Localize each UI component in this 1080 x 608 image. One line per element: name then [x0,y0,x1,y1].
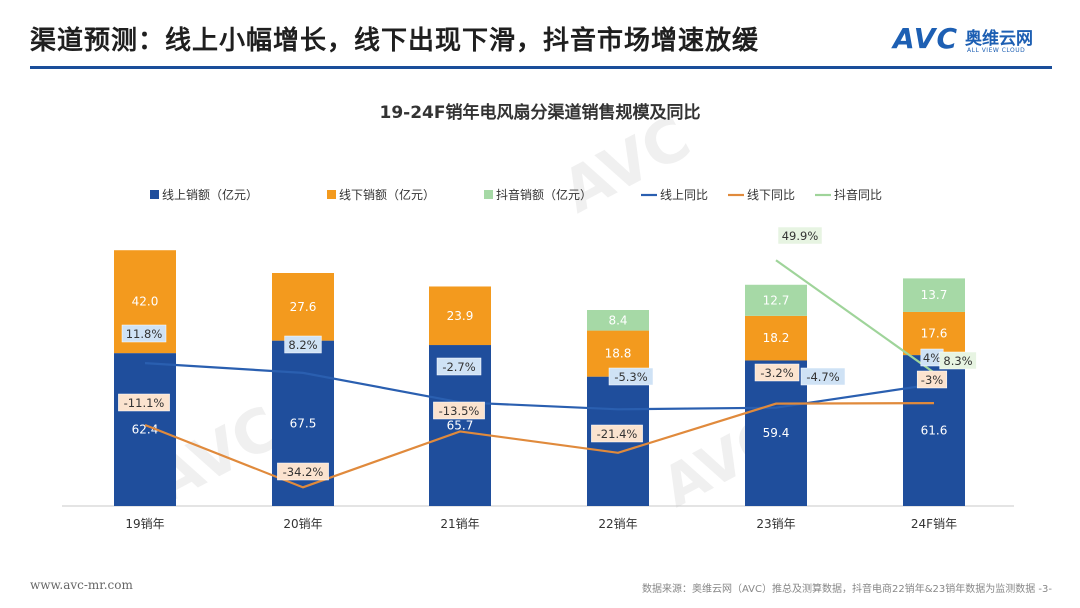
legend-swatch [150,190,159,199]
legend-label: 线下同比 [747,188,795,202]
online-yoy-label-bg [800,367,846,386]
offline-yoy-label: -13.5% [439,404,480,418]
bar-value-label: 67.5 [290,416,317,430]
legend-label: 线上同比 [660,188,708,202]
bar-value-label: 62.4 [132,423,159,437]
bar-value-label: 17.6 [921,327,948,341]
online-yoy-label-bg [608,367,654,386]
douyin-yoy-label-bg [777,226,823,245]
avc-logo: AVC 奥维云网 ALL VIEW CLOUD [893,22,1063,56]
bar-value-label: 12.7 [763,293,790,307]
bar-value-label: 61.6 [921,424,948,438]
offline-yoy-label: -11.1% [124,396,165,410]
bar-douyin [587,310,649,331]
douyin-yoy-label-bg [939,351,977,370]
legend-swatch [327,190,336,199]
offline-yoy-label: -3% [921,373,943,387]
bar-douyin [745,284,807,316]
offline-yoy-label: -34.2% [283,465,324,479]
bar-value-label: 13.7 [921,288,948,302]
online-yoy-label: 8.2% [288,338,317,352]
logo-avc-text: AVC [893,22,958,55]
logo-chinese-text: 奥维云网 [965,29,1033,49]
line-douyin-yoy [775,259,935,374]
footer-url: www.avc-mr.com [30,578,133,592]
offline-yoy-label-bg [277,462,329,481]
x-tick-label: 20销年 [283,517,322,531]
bar-value-label: 59.4 [763,426,790,440]
offline-yoy-label-bg [754,363,800,382]
legend-label: 线上销额（亿元） [162,187,258,202]
x-tick-label: 24F销年 [911,517,957,531]
offline-yoy-label-bg [916,370,948,389]
offline-yoy-label: -21.4% [597,427,638,441]
offline-yoy-label: -3.2% [760,366,793,380]
logo-english-text: ALL VIEW CLOUD [967,47,1026,54]
online-yoy-label: 4% [923,351,941,365]
bar-online [114,353,176,506]
bar-value-label: 65.7 [447,419,474,433]
online-yoy-label: -5.3% [614,370,647,384]
legend-label: 线下销额（亿元） [339,187,435,202]
online-yoy-label: 11.8% [126,327,163,341]
legend-label: 抖音销额（亿元） [496,187,592,202]
bar-offline [745,315,807,361]
bar-offline [272,273,334,341]
page-title: 渠道预测：线上小幅增长，线下出现下滑，抖音市场增速放缓 [30,26,760,56]
offline-yoy-label-bg [591,424,643,443]
bar-douyin [903,278,965,312]
bar-value-label: 23.9 [447,309,474,323]
offline-yoy-label-bg [433,401,485,420]
online-yoy-label: -2.7% [442,360,475,374]
online-yoy-label-bg [121,324,167,343]
footer-source: 数据来源：奥维云网（AVC）推总及测算数据，抖音电商22销年&23销年数据为监测… [641,584,1052,595]
title-divider [30,66,1052,69]
bar-value-label: 18.8 [605,347,632,361]
online-yoy-label: -4.7% [806,370,839,384]
bar-value-label: 42.0 [132,295,159,309]
bar-value-label: 18.2 [763,331,790,345]
douyin-yoy-label: 8.3% [943,354,972,368]
bar-value-label: 8.4 [608,313,627,327]
legend-label: 抖音同比 [834,187,882,202]
online-yoy-label-bg [284,335,322,354]
line-offline-yoy [144,402,935,489]
bar-online [745,360,807,506]
offline-yoy-label-bg [118,393,170,412]
legend-swatch [484,190,493,199]
x-tick-label: 22销年 [598,517,637,531]
douyin-yoy-label: 49.9% [782,229,819,243]
online-yoy-label-bg [436,357,482,376]
bar-value-label: 27.6 [290,300,317,314]
x-tick-label: 19销年 [125,517,164,531]
chart-title: 19-24F销年电风扇分渠道销售规模及同比 [379,103,701,123]
bar-offline [429,286,491,346]
bar-offline [903,311,965,356]
x-tick-label: 21销年 [440,517,479,531]
x-tick-label: 23销年 [756,517,795,531]
